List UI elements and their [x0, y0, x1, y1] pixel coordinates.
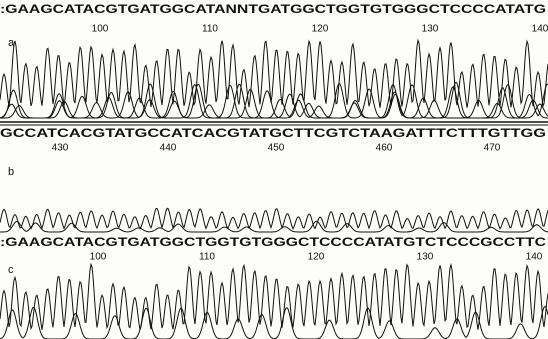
sequence: GCCATCACGTATGCCATCACGTATGCTTCGTCTAAGATTT…	[0, 128, 546, 140]
position-label: 440	[160, 143, 177, 154]
position-label: 110	[202, 24, 218, 35]
position-label: 140	[532, 24, 548, 35]
position-label: 110	[199, 252, 215, 263]
position-label: 100	[92, 24, 109, 35]
position-label: 430	[52, 143, 69, 154]
position-label: 130	[417, 252, 434, 263]
position-label: 120	[312, 24, 329, 35]
position-label: 120	[308, 252, 325, 263]
panel-label: b	[8, 166, 14, 178]
position-label: 450	[268, 143, 285, 154]
position-label: 470	[484, 143, 501, 154]
sequence: :GAAGCATACGTGATGGCTGGTGTGGGCTCCCCATATGTC…	[0, 237, 546, 249]
position-label: 460	[376, 143, 393, 154]
position-label: 130	[422, 24, 439, 35]
page: {"panels": [ {"label": "a", "sequence": …	[0, 0, 548, 339]
sequence: :GAAGCATACGTGATGGCATANNTGATGGCTGGTGTGGGC…	[0, 4, 546, 16]
position-label: 100	[90, 252, 107, 263]
chromatogram-figure: :GAAGCATACGTGATGGCATANNTGATGGCTGGTGTGGGC…	[0, 0, 548, 339]
panel-label: c	[8, 264, 14, 276]
position-label: 140	[526, 252, 543, 263]
